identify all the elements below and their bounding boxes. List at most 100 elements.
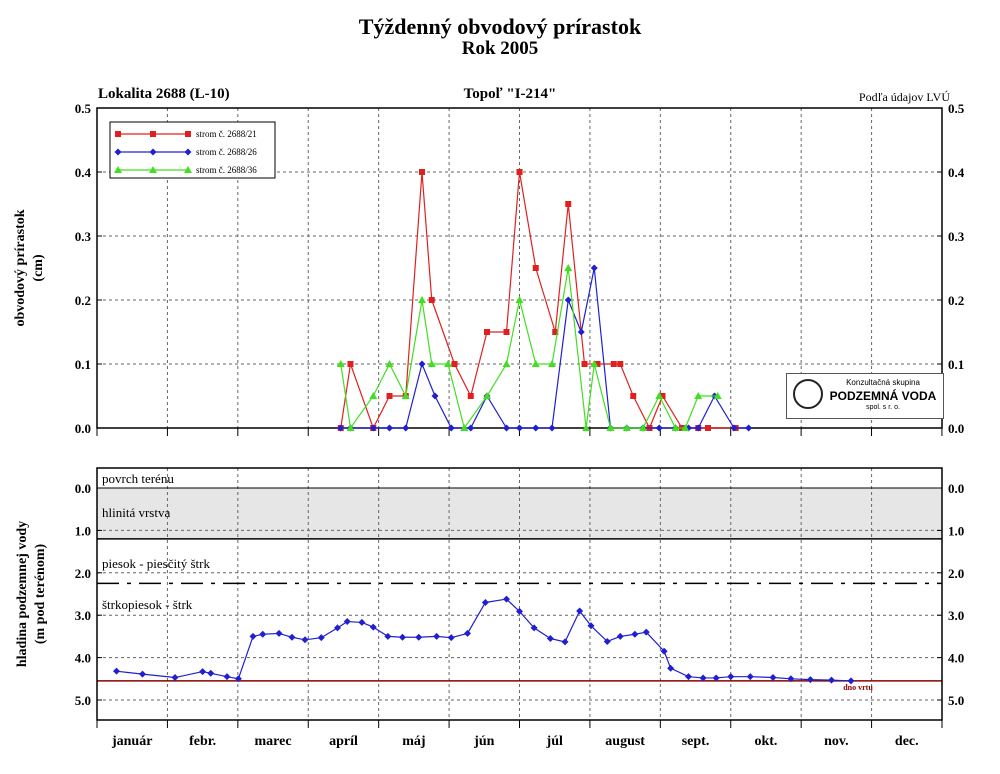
growth-series-1-point bbox=[516, 169, 523, 175]
growth-series-2-point bbox=[590, 264, 598, 272]
water-ytick-left: 4.0 bbox=[75, 651, 91, 666]
growth-series-1-point bbox=[617, 361, 624, 367]
water-level-point bbox=[616, 632, 624, 640]
water-level-point bbox=[481, 598, 489, 606]
tree-variety-label: Topoľ "I-214" bbox=[463, 86, 557, 102]
growth-series-2-point bbox=[577, 328, 585, 336]
growth-series-2-point bbox=[655, 424, 663, 432]
chart-title: Týždenný obvodový prírastok bbox=[358, 14, 642, 39]
growth-series-1-point bbox=[610, 361, 617, 367]
water-level-point bbox=[447, 634, 455, 642]
growth-series-3-point bbox=[444, 360, 452, 367]
logo-line-2: PODZEMNÁ VODA bbox=[829, 389, 937, 403]
water-level-point bbox=[516, 607, 523, 615]
water-level-point bbox=[334, 624, 341, 632]
growth-series-1-point bbox=[532, 265, 539, 271]
growth-ytick-left: 0.4 bbox=[75, 165, 92, 180]
surface-label: povrch terénu bbox=[102, 471, 174, 486]
water-level-point bbox=[769, 674, 777, 682]
growth-series-3-point bbox=[385, 360, 394, 367]
water-level-point bbox=[171, 674, 179, 682]
growth-series-1-point bbox=[705, 425, 711, 431]
growth-series-1-point bbox=[347, 361, 354, 367]
water-level-point bbox=[234, 675, 242, 683]
growth-ytick-right: 0.1 bbox=[948, 357, 964, 372]
water-ytick-left: 2.0 bbox=[75, 566, 91, 581]
growth-series-3-point bbox=[622, 424, 631, 431]
data-source-note: Podľa údajov LVÚ bbox=[858, 90, 950, 104]
growth-series-2-point bbox=[418, 360, 426, 368]
growth-series-3-point bbox=[590, 360, 599, 367]
water-level-point bbox=[603, 637, 611, 645]
month-label-4: apríl bbox=[329, 734, 358, 749]
logo-line-1: Konzultačná skupina bbox=[846, 378, 920, 387]
growth-ytick-right: 0.0 bbox=[948, 421, 964, 436]
growth-series-3-point bbox=[515, 296, 524, 303]
growth-series-3-point bbox=[639, 424, 647, 431]
growth-series-3-point bbox=[336, 360, 345, 367]
legend-marker-2 bbox=[149, 148, 157, 156]
logo-line-3: spol. s r. o. bbox=[866, 404, 900, 411]
water-ytick-left: 5.0 bbox=[75, 693, 91, 708]
growth-ytick-right: 0.2 bbox=[948, 293, 964, 308]
growth-series-3-point bbox=[606, 424, 615, 431]
legend-marker-2 bbox=[114, 148, 122, 156]
water-level-point bbox=[660, 647, 668, 655]
water-level-point bbox=[667, 664, 675, 672]
location-label: Lokalita 2688 (L-10) bbox=[98, 86, 230, 102]
growth-series-3-point bbox=[346, 424, 355, 431]
month-label-6: jún bbox=[473, 734, 494, 749]
water-level-point bbox=[113, 667, 120, 675]
growth-series-2-point bbox=[532, 424, 540, 432]
growth-series-3-point bbox=[531, 360, 540, 367]
water-level-point bbox=[223, 673, 231, 681]
growth-series-3-point bbox=[401, 392, 410, 399]
chart-subtitle: Rok 2005 bbox=[461, 38, 539, 59]
water-level-point bbox=[199, 668, 207, 676]
month-label-3: marec bbox=[255, 734, 292, 749]
water-level-point bbox=[699, 674, 707, 682]
water-level-point bbox=[249, 632, 257, 640]
growth-ylabel-unit: (cm) bbox=[31, 254, 46, 282]
water-level-point bbox=[685, 673, 692, 681]
water-level-point bbox=[207, 669, 215, 677]
water-level-point bbox=[746, 673, 754, 681]
legend-marker-2 bbox=[184, 148, 192, 156]
water-level-point bbox=[712, 674, 720, 682]
water-ytick-right: 0.0 bbox=[948, 481, 964, 496]
water-level-point bbox=[369, 623, 377, 631]
water-level-point bbox=[343, 618, 351, 626]
gravel-layer-label: štrkopiesok - štrk bbox=[102, 597, 193, 612]
growth-series-3-point bbox=[418, 296, 426, 303]
logo-emblem-icon bbox=[793, 379, 823, 409]
water-ytick-right: 1.0 bbox=[948, 523, 964, 538]
growth-series-2-point bbox=[548, 424, 556, 432]
month-label-10: okt. bbox=[754, 734, 777, 749]
legend-marker-3 bbox=[149, 166, 157, 173]
growth-series-3-point bbox=[694, 392, 703, 399]
borehole-bottom-label: dno vrtu bbox=[843, 683, 873, 692]
water-level-point bbox=[587, 622, 595, 630]
growth-series-1-point bbox=[503, 329, 510, 335]
water-level-point bbox=[576, 607, 584, 615]
water-level-point bbox=[546, 635, 554, 643]
water-level-point bbox=[464, 629, 471, 637]
water-ylabel-unit: (m pod terénom) bbox=[33, 544, 48, 645]
growth-series-3-point bbox=[681, 424, 690, 431]
growth-series-2-point bbox=[745, 424, 753, 432]
growth-ytick-right: 0.3 bbox=[948, 229, 965, 244]
growth-series-3-point bbox=[460, 424, 469, 431]
growth-series-1-point bbox=[484, 329, 490, 335]
water-ytick-left: 0.0 bbox=[75, 481, 91, 496]
water-ytick-right: 5.0 bbox=[948, 693, 964, 708]
water-level-point bbox=[288, 633, 296, 641]
clay-layer-band bbox=[97, 488, 942, 539]
water-ylabel: hladina podzemnej vody bbox=[15, 521, 30, 667]
growth-series-1-point bbox=[659, 393, 666, 399]
growth-series-1-point bbox=[451, 361, 458, 367]
water-level-point bbox=[384, 632, 392, 640]
growth-series-3-point bbox=[427, 360, 436, 367]
growth-series-2-point bbox=[369, 424, 377, 432]
water-level-point bbox=[259, 630, 267, 638]
water-level-point bbox=[301, 636, 309, 644]
